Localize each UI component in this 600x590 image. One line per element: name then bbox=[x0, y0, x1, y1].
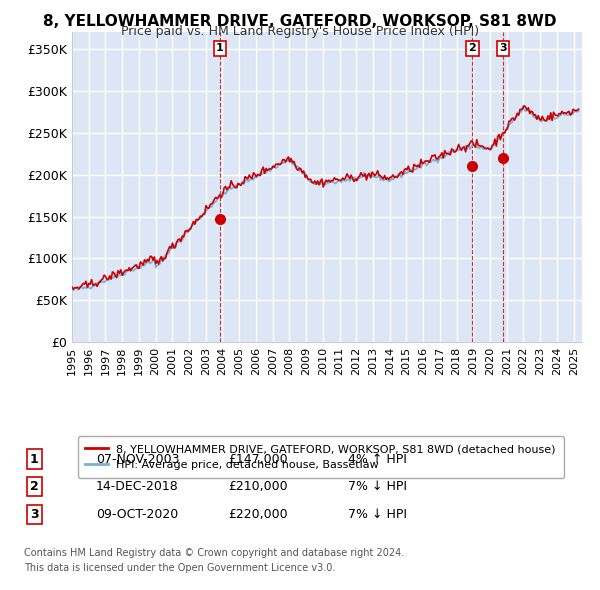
Text: 2: 2 bbox=[30, 480, 38, 493]
Text: 7% ↓ HPI: 7% ↓ HPI bbox=[348, 508, 407, 521]
Text: 3: 3 bbox=[499, 43, 507, 53]
Text: 1: 1 bbox=[216, 43, 224, 53]
Text: 09-OCT-2020: 09-OCT-2020 bbox=[96, 508, 178, 521]
Text: 1: 1 bbox=[30, 453, 38, 466]
Text: This data is licensed under the Open Government Licence v3.0.: This data is licensed under the Open Gov… bbox=[24, 563, 335, 573]
Text: £220,000: £220,000 bbox=[228, 508, 287, 521]
Text: 3: 3 bbox=[30, 508, 38, 521]
Text: 7% ↓ HPI: 7% ↓ HPI bbox=[348, 480, 407, 493]
Text: £210,000: £210,000 bbox=[228, 480, 287, 493]
Text: Price paid vs. HM Land Registry's House Price Index (HPI): Price paid vs. HM Land Registry's House … bbox=[121, 25, 479, 38]
Text: 14-DEC-2018: 14-DEC-2018 bbox=[96, 480, 179, 493]
Text: £147,000: £147,000 bbox=[228, 453, 287, 466]
Text: 4% ↑ HPI: 4% ↑ HPI bbox=[348, 453, 407, 466]
Text: 07-NOV-2003: 07-NOV-2003 bbox=[96, 453, 179, 466]
Text: 2: 2 bbox=[469, 43, 476, 53]
Text: Contains HM Land Registry data © Crown copyright and database right 2024.: Contains HM Land Registry data © Crown c… bbox=[24, 548, 404, 558]
Legend: 8, YELLOWHAMMER DRIVE, GATEFORD, WORKSOP, S81 8WD (detached house), HPI: Average: 8, YELLOWHAMMER DRIVE, GATEFORD, WORKSOP… bbox=[77, 437, 564, 477]
Text: 8, YELLOWHAMMER DRIVE, GATEFORD, WORKSOP, S81 8WD: 8, YELLOWHAMMER DRIVE, GATEFORD, WORKSOP… bbox=[43, 14, 557, 28]
